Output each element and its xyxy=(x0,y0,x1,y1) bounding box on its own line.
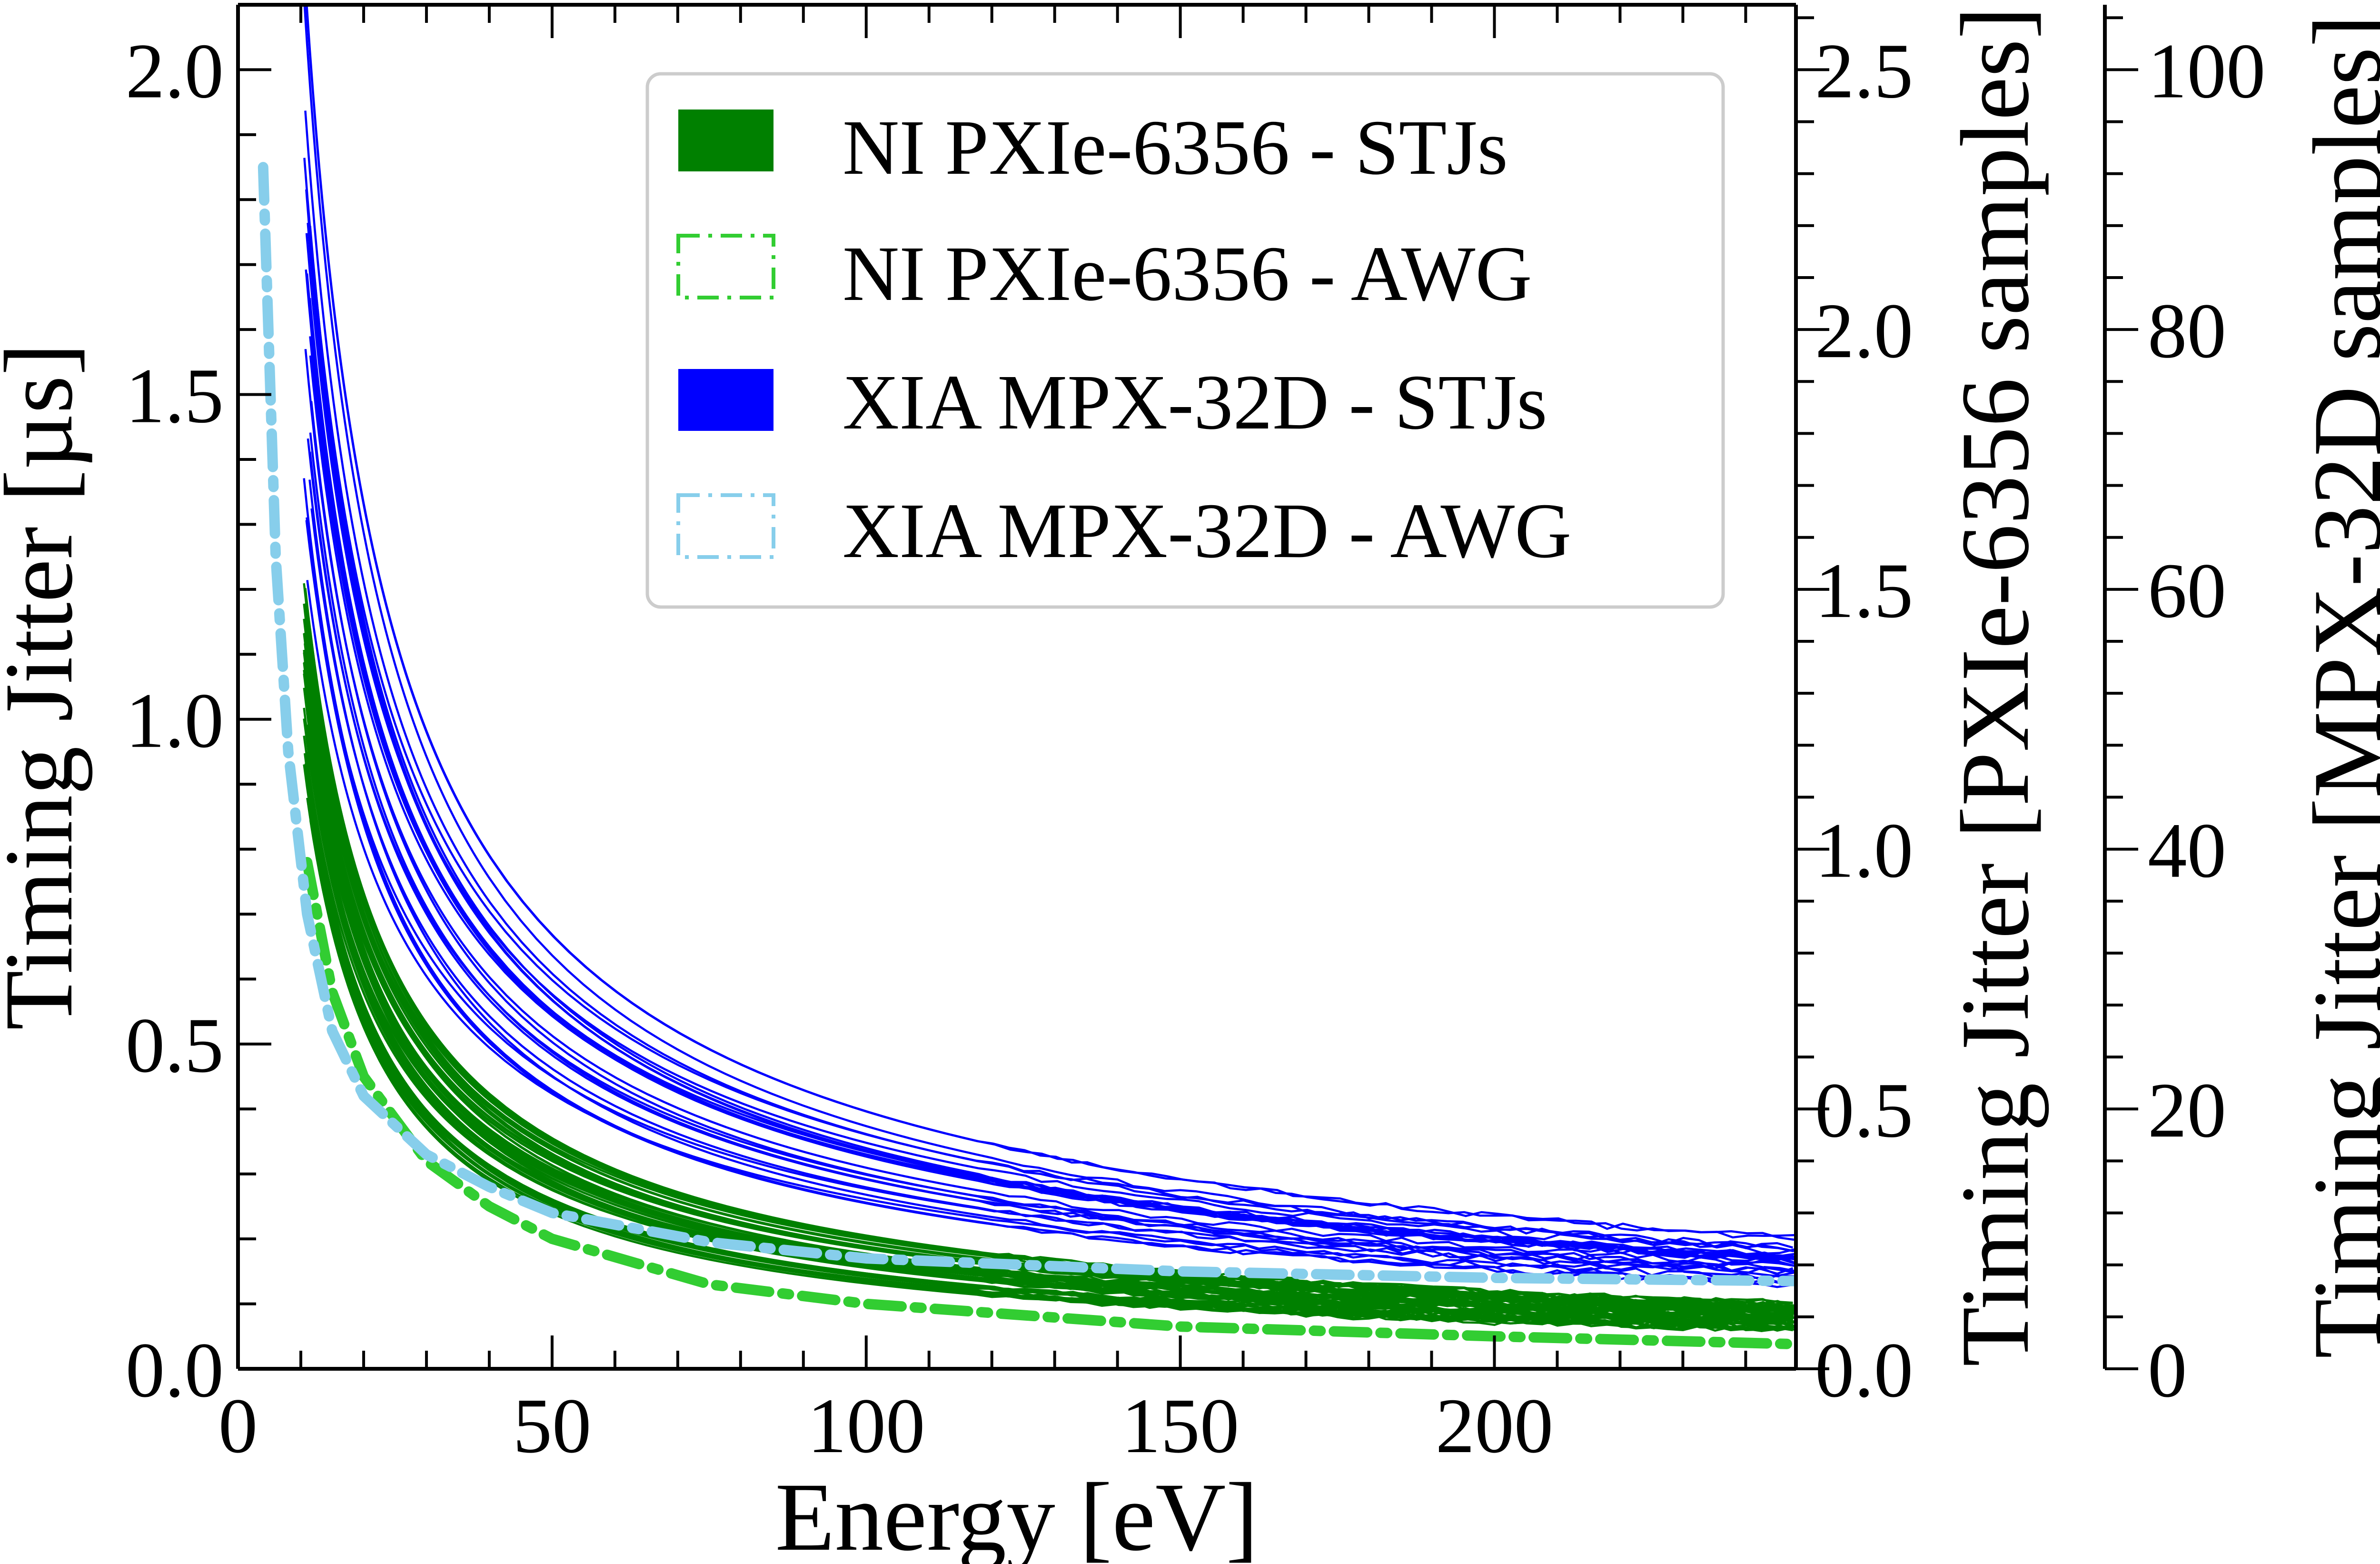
legend-label-xia-stj: XIA MPX-32D - STJs xyxy=(843,359,1547,446)
legend-swatch-ni-stj xyxy=(678,110,774,171)
x-tick-label: 200 xyxy=(1436,1382,1554,1469)
legend-entry-xia-stj: XIA MPX-32D - STJs xyxy=(678,359,1547,446)
xia-mpx-32d-stjs-curve-5 xyxy=(305,233,1796,1255)
right2-tick-label: 60 xyxy=(2148,547,2226,634)
ni-pxie-6356-stjs-curve-35 xyxy=(306,797,1794,1332)
legend-swatch-xia-stj xyxy=(678,369,774,431)
x-tick-label: 50 xyxy=(513,1382,591,1469)
x-tick-label: 100 xyxy=(807,1382,925,1469)
right1-axis-title: Timing Jitter [PXIe-6356 samples] xyxy=(1941,7,2049,1367)
legend-label-ni-awg: NI PXIe-6356 - AWG xyxy=(843,230,1532,317)
right2-tick-label: 20 xyxy=(2148,1066,2226,1154)
xia-mpx-32d-stjs-curve-23 xyxy=(310,401,1794,1274)
ni-pxie-6356-stjs-curve-39 xyxy=(309,808,1794,1332)
xia-mpx-32d-stjs-curve-10 xyxy=(303,5,1794,1249)
right1-tick-labels: 0.0 0.5 1.0 1.5 2.0 2.5 xyxy=(1815,27,1913,1414)
right1-tick-label: 2.0 xyxy=(1815,287,1913,374)
ni-awg-curve xyxy=(302,857,1796,1350)
ni-pxie-6356-stjs-curve-50 xyxy=(303,764,1793,1331)
ticks-layer xyxy=(237,3,2138,1370)
xia-mpx-32d-stjs-curve-24 xyxy=(308,479,1795,1285)
right1-tick-label: 1.5 xyxy=(1815,547,1913,634)
xia-mpx-32d-stjs-curve-18 xyxy=(303,158,1794,1253)
y-tick-label: 2.0 xyxy=(126,27,224,114)
xia-mpx-32d-stjs-curve-6 xyxy=(309,226,1796,1259)
right1-tick-label: 1.0 xyxy=(1815,807,1913,894)
xia-mpx-32d-stjs-curve-13 xyxy=(304,110,1795,1252)
right2-tick-labels: 0 20 40 60 80 100 xyxy=(2148,27,2266,1414)
right2-tick-label: 80 xyxy=(2148,287,2226,374)
ni-pxie-6356-stjs-curve-31 xyxy=(308,802,1795,1325)
legend-label-xia-awg: XIA MPX-32D - AWG xyxy=(843,487,1571,574)
ni-pxie-6356-stjs-curve-12 xyxy=(304,623,1794,1315)
xia-mpx-32d-stjs-curve-26 xyxy=(303,478,1793,1288)
right1-tick-label: 2.5 xyxy=(1815,27,1913,114)
right1-tick-label: 0.5 xyxy=(1815,1066,1913,1154)
legend-swatch-xia-awg xyxy=(676,493,775,559)
x-tick-labels: 0 50 100 150 200 xyxy=(218,1382,1554,1469)
right2-tick-label: 100 xyxy=(2148,27,2266,114)
xia-mpx-32d-stjs-curve-22 xyxy=(308,298,1796,1261)
series-layer xyxy=(258,5,1796,1350)
ni-pxie-6356-stjs-curve-55 xyxy=(303,649,1793,1319)
y-tick-label: 1.5 xyxy=(126,352,224,439)
legend-label-ni-stj: NI PXIe-6356 - STJs xyxy=(843,104,1508,191)
ni-pxie-6356-stjs-curve-40 xyxy=(310,701,1794,1314)
y-tick-label: 1.0 xyxy=(126,677,224,764)
xia-awg-curve xyxy=(258,162,1796,1286)
y-axis-title: Timing Jitter [µs] xyxy=(0,343,93,1030)
y-tick-labels: 0.0 0.5 1.0 1.5 2.0 xyxy=(126,27,224,1414)
xia-mpx-32d-stjs-curve-14 xyxy=(309,432,1794,1275)
right1-tick-label: 0.0 xyxy=(1815,1326,1913,1414)
ni-pxie-6356-stjs-curve-51 xyxy=(310,787,1794,1329)
axes-layer xyxy=(236,3,2107,1371)
x-axis-title: Energy [eV] xyxy=(775,1463,1258,1564)
legend: NI PXIe-6356 - STJs NI PXIe-6356 - AWG X… xyxy=(645,72,1725,609)
ni-pxie-6356-stjs-curve-53 xyxy=(303,637,1794,1318)
x-tick-label: 150 xyxy=(1121,1382,1240,1469)
legend-frame xyxy=(645,72,1725,609)
legend-entry-ni-awg: NI PXIe-6356 - AWG xyxy=(676,230,1532,317)
x-tick-label: 0 xyxy=(218,1382,258,1469)
right2-tick-label: 40 xyxy=(2148,807,2226,894)
ni-pxie-6356-stjs-curve-57 xyxy=(303,662,1794,1311)
y-tick-label: 0.0 xyxy=(126,1326,224,1414)
ni-pxie-6356-stjs-curve-48 xyxy=(307,769,1795,1322)
xia-mpx-32d-stjs-curve-16 xyxy=(308,451,1796,1274)
right2-tick-label: 0 xyxy=(2148,1326,2187,1414)
ni-pxie-6356-stjs-curve-45 xyxy=(303,583,1793,1305)
ni-pxie-6356-stjs-curve-60 xyxy=(310,654,1795,1313)
right2-axis-title: Timing Jitter [MPX-32D samples] xyxy=(2293,15,2380,1359)
legend-entry-ni-stj: NI PXIe-6356 - STJs xyxy=(678,104,1508,191)
legend-swatch-ni-awg xyxy=(676,234,775,299)
y-tick-label: 0.5 xyxy=(126,1002,224,1089)
xia-mpx-32d-stjs-curve-25 xyxy=(305,5,1795,1241)
legend-entry-xia-awg: XIA MPX-32D - AWG xyxy=(676,487,1571,574)
